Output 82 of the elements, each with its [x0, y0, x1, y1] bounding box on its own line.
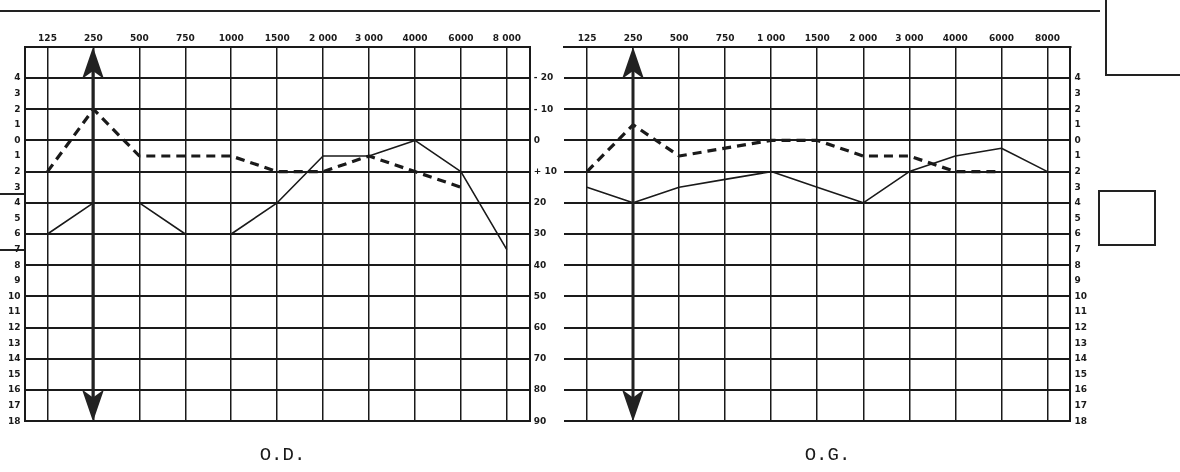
y2-tick-label: 1: [14, 150, 21, 161]
y-tick-label: 9: [1074, 275, 1081, 286]
x-tick-label: 4000: [402, 32, 428, 43]
y2-tick-label: 6: [14, 228, 21, 239]
x-tick-label: 3 000: [354, 32, 384, 43]
y-tick-label: 14: [1074, 353, 1088, 364]
y-tick-label: 0: [1074, 134, 1081, 145]
y-tick-label: - 10: [533, 103, 554, 114]
x-axis-title: O.G.: [804, 443, 851, 466]
y2-tick-label: 4: [14, 197, 21, 208]
y2-tick-label: 11: [7, 306, 21, 317]
x-tick-label: 250: [623, 32, 643, 43]
y2-tick-label: 7: [14, 243, 21, 254]
y2-tick-label: 2: [14, 103, 21, 114]
y2-tick-label: 8: [14, 259, 21, 270]
y-tick-label: 5: [1074, 212, 1081, 223]
y2-tick-label: 1: [14, 119, 21, 130]
y-tick-label: 13: [1074, 337, 1088, 348]
y-tick-label: 15: [1074, 368, 1088, 379]
y2-tick-label: 15: [7, 368, 21, 379]
x-tick-label: 750: [715, 32, 735, 43]
y-tick-label: 16: [1074, 384, 1088, 395]
y-tick-label: 80: [533, 384, 547, 395]
y2-tick-label: 3: [14, 87, 21, 98]
y-tick-label: 18: [1074, 415, 1088, 426]
y-tick-label: 8: [1074, 259, 1081, 270]
x-tick-label: 125: [577, 32, 597, 43]
y-tick-label: 20: [533, 197, 547, 208]
y-tick-label: 11: [1074, 306, 1088, 317]
x-tick-label: 3 000: [895, 32, 924, 43]
y-tick-label: 10: [1074, 290, 1088, 301]
y2-tick-label: 12: [7, 321, 21, 332]
y-tick-label: 7: [1074, 243, 1081, 254]
x-tick-label: 8000: [1034, 32, 1060, 43]
y-tick-label: 0: [533, 134, 541, 145]
x-tick-label: 6000: [988, 32, 1014, 43]
y2-tick-label: 10: [7, 290, 21, 301]
y-tick-label: 1: [1074, 119, 1081, 130]
y-tick-label: 1: [1074, 150, 1081, 161]
x-tick-label: 500: [129, 32, 149, 43]
y2-tick-label: 16: [7, 384, 21, 395]
y2-tick-label: 3: [14, 181, 21, 192]
y-tick-label: 4: [1074, 197, 1081, 208]
y2-tick-label: 5: [14, 212, 21, 223]
y-tick-label: 60: [533, 321, 547, 332]
x-tick-label: 1500: [804, 32, 830, 43]
y2-tick-label: 2: [14, 165, 21, 176]
x-tick-label: 125: [38, 32, 57, 43]
y2-tick-label: 9: [14, 275, 21, 286]
y-tick-label: 30: [533, 228, 547, 239]
y2-tick-label: 17: [7, 399, 21, 410]
x-tick-label: 2 000: [309, 32, 338, 43]
y-tick-label: 70: [533, 353, 547, 364]
x-tick-label: 2 000: [849, 32, 878, 43]
x-tick-label: 8 000: [492, 32, 521, 43]
x-tick-label: 4000: [942, 32, 968, 43]
x-axis-title: O.D.: [259, 443, 306, 466]
y-tick-label: 40: [533, 259, 547, 270]
x-tick-label: 1000: [218, 32, 244, 43]
y-tick-label: 50: [533, 290, 547, 301]
y-tick-label: 2: [1074, 165, 1081, 176]
x-tick-label: 1500: [264, 32, 290, 43]
y-tick-label: - 20: [533, 72, 554, 83]
y-tick-label: 12: [1074, 321, 1088, 332]
y-tick-label: 6: [1074, 228, 1081, 239]
y-tick-label: 3: [1074, 87, 1081, 98]
y-tick-label: + 10: [533, 165, 557, 176]
y2-tick-label: 0: [14, 134, 21, 145]
y2-tick-label: 14: [7, 353, 21, 364]
y-tick-label: 4: [1074, 72, 1081, 83]
x-tick-label: 1 000: [757, 32, 786, 43]
y-tick-label: 90: [533, 415, 547, 426]
y-tick-label: 17: [1074, 399, 1088, 410]
y2-tick-label: 18: [7, 415, 21, 426]
y2-tick-label: 4: [14, 72, 21, 83]
x-tick-label: 6000: [448, 32, 474, 43]
y-tick-label: 2: [1074, 103, 1081, 114]
x-tick-label: 500: [669, 32, 689, 43]
y-tick-label: 3: [1074, 181, 1081, 192]
x-tick-label: 250: [84, 32, 103, 43]
y2-tick-label: 13: [7, 337, 21, 348]
x-tick-label: 750: [175, 32, 195, 43]
